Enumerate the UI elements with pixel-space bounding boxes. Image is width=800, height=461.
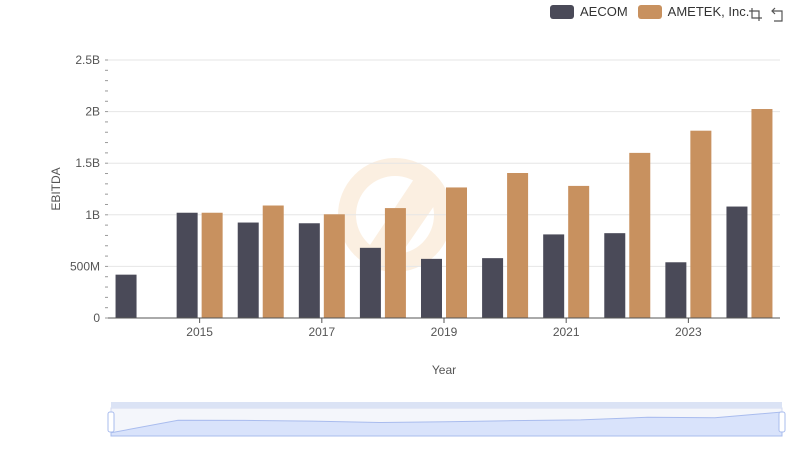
bar-ametek-2015 — [201, 212, 223, 318]
datazoom-move-handle — [111, 402, 782, 408]
bar-aecom-2024 — [726, 206, 748, 318]
y-tick-label: 0 — [93, 311, 100, 325]
bar-ametek-2019 — [446, 187, 467, 318]
bar-aecom-2017 — [298, 223, 320, 318]
y-axis-title: EBITDA — [49, 167, 63, 210]
zoom-icon[interactable] — [748, 7, 763, 22]
bar-ametek-2018 — [384, 208, 406, 318]
bar-ametek-2024 — [751, 109, 773, 319]
legend-label-aecom: AECOM — [580, 4, 628, 19]
bar-aecom-2022 — [604, 233, 626, 318]
legend-swatch-aecom — [550, 4, 574, 19]
x-tick-label: 2015 — [186, 325, 213, 339]
legend-label-ametek: AMETEK, Inc. — [667, 4, 750, 19]
bar-aecom-2014 — [115, 274, 137, 318]
bar-ametek-2021 — [568, 185, 590, 318]
bar-aecom-2021 — [543, 234, 565, 318]
y-tick-label: 1.5B — [75, 156, 100, 170]
y-tick-label: 500M — [70, 259, 100, 273]
datazoom-slider[interactable] — [107, 402, 786, 437]
bar-ametek-2020 — [507, 173, 529, 318]
y-tick-labels: 0 500M 1B 1.5B 2B 2.5B — [70, 53, 100, 325]
x-tick-label: 2023 — [675, 325, 702, 339]
y-tick-label: 2.5B — [75, 53, 100, 67]
bars — [115, 109, 773, 319]
datazoom-handle-right[interactable] — [778, 411, 786, 433]
bar-ametek-2023 — [690, 130, 712, 318]
legend-item-aecom[interactable]: AECOM — [550, 4, 628, 19]
bar-ametek-2017 — [323, 214, 345, 318]
x-tick-label: 2021 — [553, 325, 580, 339]
bar-aecom-2018 — [359, 247, 381, 318]
bar-aecom-2020 — [482, 258, 504, 318]
datazoom-preview-area — [110, 411, 783, 437]
restore-icon[interactable] — [771, 7, 786, 22]
y-tick-label: 2B — [85, 105, 100, 119]
legend-item-ametek[interactable]: AMETEK, Inc. — [637, 4, 750, 19]
legend: AECOM AMETEK, Inc. — [550, 4, 749, 19]
datazoom-handle-left[interactable] — [107, 411, 115, 433]
x-tick-labels: 2015 2017 2019 2021 2023 — [186, 325, 702, 339]
toolbox — [748, 7, 786, 22]
legend-swatch-ametek — [637, 4, 662, 19]
y-tick-label: 1B — [85, 208, 100, 222]
bar-ametek-2022 — [629, 152, 651, 318]
bar-aecom-2016 — [237, 222, 259, 318]
bar-aecom-2023 — [665, 262, 687, 318]
x-axis-title: Year — [432, 363, 456, 377]
axes — [108, 317, 780, 323]
bar-aecom-2019 — [421, 258, 442, 318]
y-axis-minor-ticks — [105, 59, 108, 319]
x-tick-label: 2019 — [431, 325, 458, 339]
bar-ametek-2016 — [262, 205, 284, 318]
bar-aecom-2015 — [176, 212, 198, 318]
x-tick-label: 2017 — [308, 325, 335, 339]
